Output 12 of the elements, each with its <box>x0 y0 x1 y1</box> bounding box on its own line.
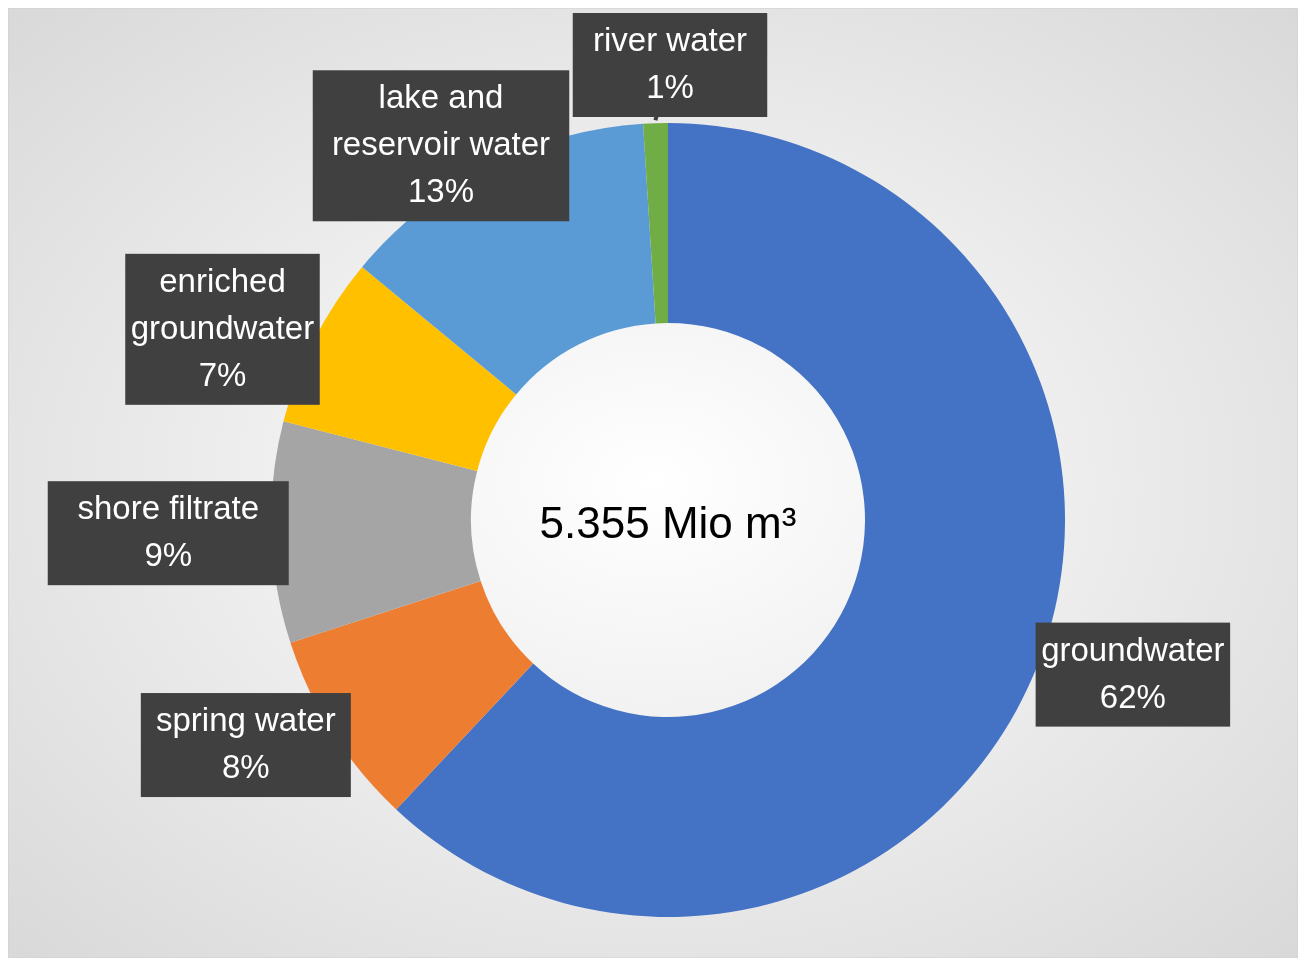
slice-label: enriched groundwater <box>130 261 315 346</box>
text: 5.355 Mio m³ <box>539 498 797 547</box>
data-label: 62% <box>1099 677 1166 715</box>
data-label: 9% <box>144 536 193 574</box>
slice-label: lake and reservoir water <box>331 78 551 163</box>
slice-label: groundwater <box>1041 630 1225 668</box>
slice-label: river water <box>592 21 748 58</box>
data-label: 13% <box>407 172 475 210</box>
slice-label: shore filtrate <box>77 489 260 527</box>
data-label: 7% <box>198 355 247 393</box>
data-label: 8% <box>221 748 270 786</box>
slice-label: spring water <box>155 701 336 739</box>
